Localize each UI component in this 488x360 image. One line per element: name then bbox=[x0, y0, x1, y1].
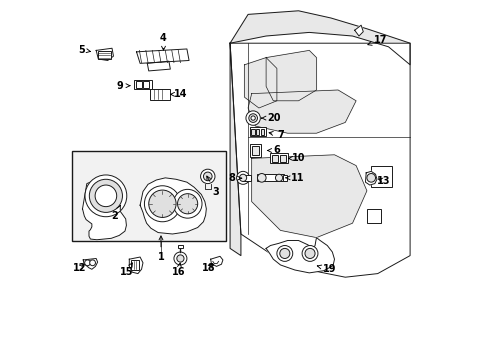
Text: 19: 19 bbox=[317, 264, 336, 274]
Text: 10: 10 bbox=[288, 153, 305, 163]
Text: 5: 5 bbox=[78, 45, 90, 55]
Polygon shape bbox=[136, 49, 189, 63]
Text: 16: 16 bbox=[171, 263, 184, 277]
Bar bbox=[366, 209, 381, 223]
Text: 14: 14 bbox=[170, 89, 187, 99]
Circle shape bbox=[250, 116, 255, 120]
Polygon shape bbox=[247, 90, 355, 133]
Bar bbox=[134, 80, 151, 89]
Circle shape bbox=[177, 194, 197, 214]
Polygon shape bbox=[354, 25, 363, 36]
Polygon shape bbox=[83, 258, 98, 269]
Circle shape bbox=[276, 246, 292, 261]
Text: 11: 11 bbox=[285, 173, 304, 183]
Circle shape bbox=[302, 246, 317, 261]
Circle shape bbox=[279, 248, 289, 258]
Polygon shape bbox=[244, 58, 276, 108]
Bar bbox=[136, 81, 141, 88]
Text: 1: 1 bbox=[157, 236, 164, 262]
Polygon shape bbox=[230, 43, 409, 277]
Circle shape bbox=[239, 174, 246, 181]
Bar bbox=[251, 146, 258, 155]
Circle shape bbox=[305, 248, 314, 258]
Polygon shape bbox=[230, 11, 409, 65]
Bar bbox=[178, 245, 182, 248]
Text: 15: 15 bbox=[120, 263, 133, 277]
Polygon shape bbox=[210, 256, 223, 266]
Bar bbox=[131, 260, 139, 270]
Circle shape bbox=[236, 171, 249, 184]
Bar bbox=[271, 155, 278, 162]
Bar bbox=[370, 166, 391, 187]
Circle shape bbox=[95, 185, 117, 207]
Text: 17: 17 bbox=[367, 35, 387, 45]
Text: 7: 7 bbox=[268, 130, 284, 140]
Bar bbox=[283, 175, 286, 181]
Bar bbox=[142, 81, 148, 88]
Polygon shape bbox=[251, 155, 366, 238]
Bar bbox=[270, 153, 288, 163]
Bar bbox=[150, 89, 170, 100]
Circle shape bbox=[174, 252, 186, 265]
Circle shape bbox=[245, 111, 260, 125]
Circle shape bbox=[85, 175, 126, 217]
Text: 12: 12 bbox=[73, 263, 86, 273]
Circle shape bbox=[173, 189, 202, 218]
Circle shape bbox=[89, 179, 122, 212]
Bar bbox=[249, 144, 261, 157]
Polygon shape bbox=[265, 238, 334, 273]
Text: 2: 2 bbox=[111, 206, 120, 221]
Bar bbox=[279, 155, 285, 162]
Bar bbox=[243, 175, 250, 181]
Circle shape bbox=[148, 190, 176, 217]
Circle shape bbox=[366, 174, 375, 182]
Bar bbox=[256, 129, 259, 135]
Circle shape bbox=[257, 174, 265, 182]
Text: 13: 13 bbox=[377, 176, 390, 186]
Text: 3: 3 bbox=[206, 176, 219, 197]
Polygon shape bbox=[140, 178, 206, 234]
Polygon shape bbox=[129, 257, 142, 274]
Polygon shape bbox=[265, 50, 316, 101]
Bar bbox=[72, 151, 226, 241]
Polygon shape bbox=[96, 48, 113, 60]
Circle shape bbox=[84, 260, 90, 266]
Text: 18: 18 bbox=[201, 263, 215, 273]
Circle shape bbox=[177, 255, 183, 262]
Text: 6: 6 bbox=[267, 145, 280, 156]
Text: 4: 4 bbox=[160, 33, 166, 50]
Bar bbox=[98, 51, 110, 59]
Circle shape bbox=[203, 172, 212, 181]
Bar bbox=[257, 174, 284, 181]
Bar bbox=[251, 129, 254, 135]
Bar bbox=[260, 129, 264, 135]
Polygon shape bbox=[147, 61, 170, 71]
Circle shape bbox=[200, 169, 215, 184]
Circle shape bbox=[144, 186, 180, 222]
Text: 9: 9 bbox=[117, 81, 130, 91]
Circle shape bbox=[248, 114, 257, 122]
Text: 20: 20 bbox=[261, 113, 280, 123]
Circle shape bbox=[275, 174, 282, 181]
Polygon shape bbox=[82, 181, 126, 240]
Polygon shape bbox=[230, 43, 241, 256]
Text: 8: 8 bbox=[228, 173, 241, 183]
Circle shape bbox=[89, 260, 95, 266]
Bar bbox=[249, 127, 265, 136]
Polygon shape bbox=[365, 171, 376, 185]
